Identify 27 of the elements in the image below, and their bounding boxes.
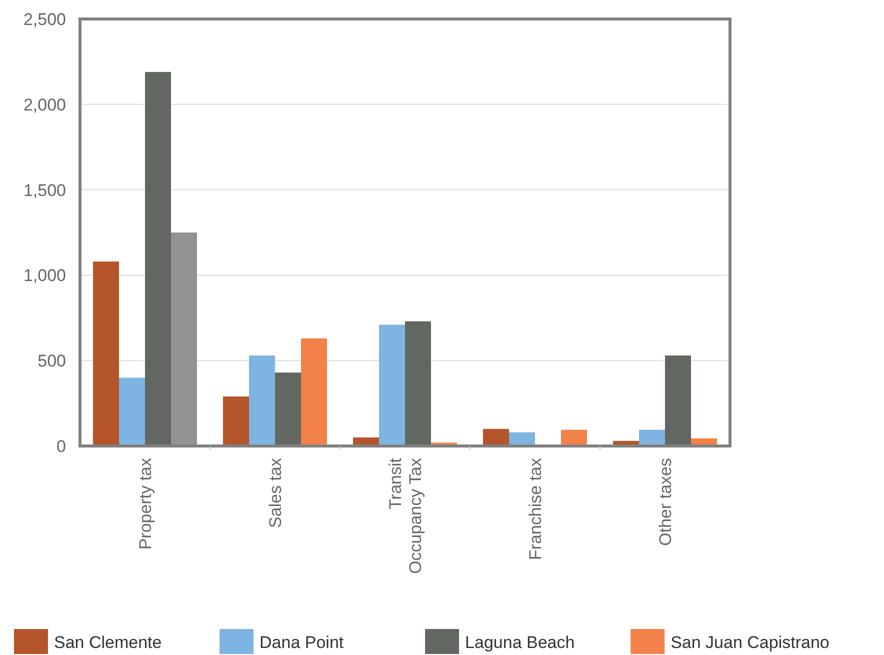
x-tick-label: Other taxes [656,458,675,546]
y-tick-label: 1,500 [23,180,66,200]
y-tick-label: 1,000 [23,266,66,286]
y-tick-label: 0 [56,436,66,456]
x-tick-label: Property tax [136,458,155,550]
x-tick-label: Sales tax [266,458,285,528]
bar [301,338,327,446]
bar [405,321,431,446]
bar [223,396,249,446]
bar [119,378,145,446]
legend-label: San Clemente [54,632,162,652]
y-tick-label: 2,500 [23,10,66,29]
bar [93,262,119,446]
bar [379,324,405,446]
bar [483,428,509,446]
x-tick-label: Franchise tax [526,458,545,560]
bar [145,72,171,446]
y-tick-label: 2,000 [23,95,66,114]
bar [249,355,275,446]
bar [665,355,691,446]
legend-label: San Juan Capistrano [670,632,830,652]
x-tick-label: Transit Occupancy Tax [386,458,426,574]
bar [171,232,197,446]
bar [275,372,301,446]
legend-label: Laguna Beach [465,632,575,652]
legend-label: Dana Point [260,632,344,652]
y-tick-label: 500 [38,352,66,371]
